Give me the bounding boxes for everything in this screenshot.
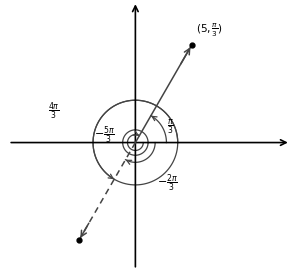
Text: $\frac{4\pi}{3}$: $\frac{4\pi}{3}$	[48, 101, 60, 122]
Text: $(5, \frac{\pi}{3})$: $(5, \frac{\pi}{3})$	[196, 22, 223, 39]
Text: $-\frac{5\pi}{3}$: $-\frac{5\pi}{3}$	[94, 125, 115, 146]
Text: $-\frac{2\pi}{3}$: $-\frac{2\pi}{3}$	[157, 172, 178, 194]
Text: $\frac{\pi}{3}$: $\frac{\pi}{3}$	[167, 118, 173, 137]
